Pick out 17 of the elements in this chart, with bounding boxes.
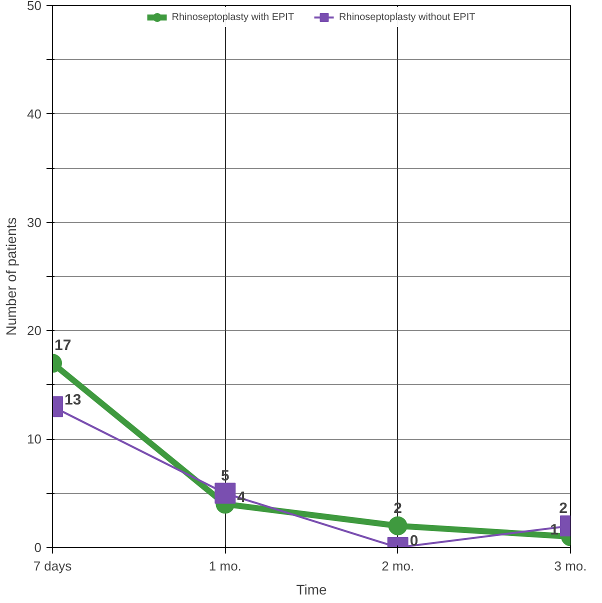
y-tick-label: 40 (27, 106, 42, 122)
data-label: 17 (54, 337, 72, 354)
legend-label: Rhinoseptoplasty with EPIT (172, 12, 294, 22)
data-label: 13 (64, 392, 82, 409)
x-axis-title: Time (296, 582, 328, 598)
x-tick-label: 2 mo. (382, 558, 414, 574)
y-axis-title: Number of patients (3, 217, 20, 336)
y-tick-label: 20 (27, 323, 42, 338)
y-tick-label: 30 (27, 214, 42, 230)
legend-label: Rhinoseptoplasty without EPIT (339, 12, 476, 22)
y-tick-label: 50 (27, 0, 42, 13)
x-tick-label: 1 mo. (208, 558, 242, 574)
y-tick-label: 10 (27, 432, 42, 447)
x-tick-label: 7 days (33, 558, 72, 574)
y-tick-label: 0 (34, 540, 42, 555)
x-tick-label: 3 mo. (554, 558, 587, 574)
data-label: 2 (559, 500, 568, 517)
